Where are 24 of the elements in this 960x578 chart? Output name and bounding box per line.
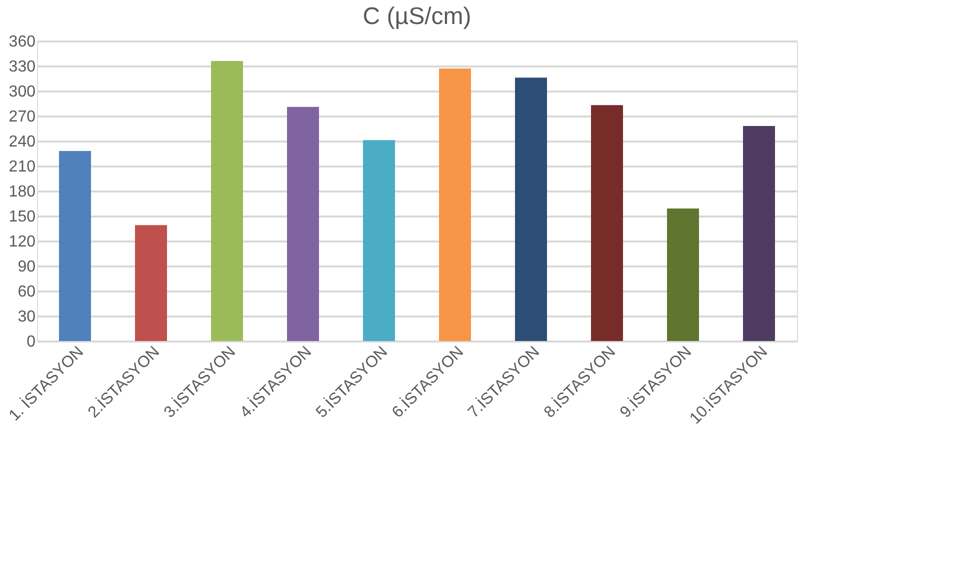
y-tick-label: 120 (8, 234, 36, 250)
y-tick-label: 60 (18, 284, 36, 300)
bar (667, 208, 699, 341)
bar (363, 140, 395, 341)
y-tick-label: 30 (18, 308, 36, 326)
bar (211, 61, 243, 341)
bar (135, 225, 167, 341)
y-tick-label: 240 (8, 134, 36, 150)
bar (439, 68, 471, 341)
y-tick-label: 330 (8, 58, 36, 76)
bar (591, 105, 623, 341)
chart-title: C (µS/cm) (362, 3, 472, 30)
y-tick-label: 180 (8, 184, 36, 200)
y-tick-label: 0 (26, 334, 36, 350)
y-tick-label: 90 (18, 258, 36, 276)
bar (59, 151, 91, 341)
bar (515, 78, 547, 341)
bar (743, 126, 775, 341)
y-tick-label: 150 (8, 208, 36, 226)
y-tick-label: 270 (8, 108, 36, 126)
y-tick-label: 360 (8, 34, 36, 50)
bar (287, 106, 319, 341)
y-tick-label: 210 (8, 158, 36, 176)
y-tick-label: 300 (8, 84, 36, 100)
